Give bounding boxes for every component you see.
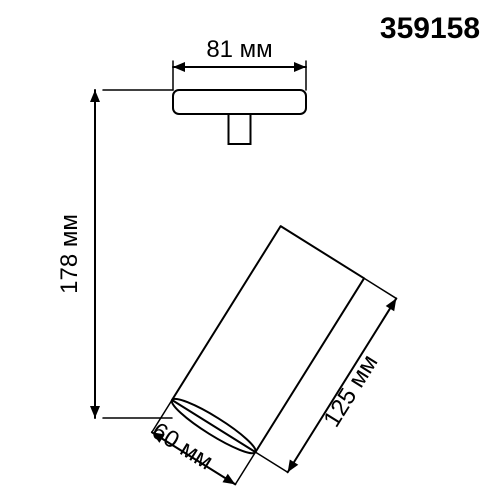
dimension-label: 178 мм: [56, 214, 83, 294]
diagram-stage: 359158 81 мм 178 мм 60 мм 125 мм: [0, 0, 500, 500]
sku-code: 359158: [380, 12, 480, 46]
technical-drawing: 81 мм 178 мм 60 мм 125 мм: [0, 0, 500, 500]
dimension-label: 81 мм: [206, 36, 272, 63]
dimension-label: 125 мм: [318, 350, 383, 432]
dimension-label: 60 мм: [147, 417, 218, 475]
